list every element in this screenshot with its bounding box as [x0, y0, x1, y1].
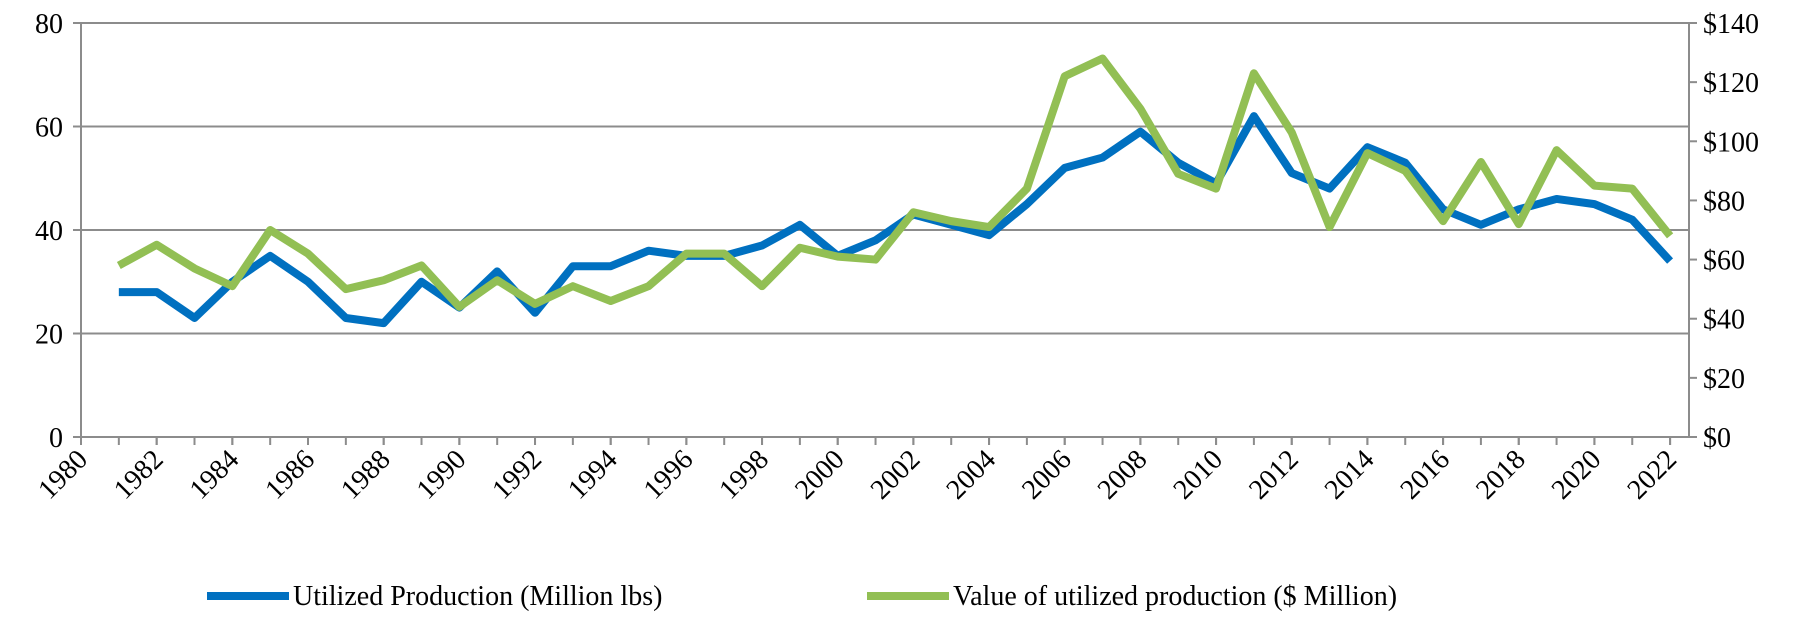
x-tick-label: 2022	[1622, 444, 1684, 506]
series-line	[118, 112, 1674, 328]
x-tick-label: 1996	[638, 444, 700, 506]
x-tick-label: 2012	[1243, 444, 1305, 506]
x-tick-label: 2014	[1319, 444, 1381, 506]
x-tick-label: 2010	[1167, 444, 1229, 506]
y2-tick-label: $0	[1703, 423, 1731, 454]
legend-label: Value of utilized production ($ Million)	[953, 581, 1397, 612]
x-tick-label: 1998	[713, 444, 775, 506]
y-tick-label: 60	[35, 113, 63, 144]
x-tick-label: 1988	[335, 444, 397, 506]
x-tick-label: 2004	[940, 444, 1002, 506]
x-tick-label: 2000	[789, 444, 851, 506]
y2-tick-label: $60	[1703, 246, 1745, 277]
series-line	[116, 54, 1674, 311]
x-tick-label: 2002	[865, 444, 927, 506]
x-tick-label: 1992	[486, 444, 548, 506]
y2-tick-label: $80	[1703, 186, 1745, 217]
y2-tick-label: $140	[1703, 9, 1759, 40]
y-tick-label: 80	[35, 9, 63, 40]
y2-tick-label: $40	[1703, 305, 1745, 336]
x-tick-label: 1982	[108, 444, 170, 506]
legend-label: Utilized Production (Million lbs)	[293, 581, 662, 612]
y2-tick-label: $120	[1703, 68, 1759, 99]
y-tick-label: 0	[49, 423, 63, 454]
y-tick-label: 40	[35, 216, 63, 247]
y2-tick-label: $20	[1703, 364, 1745, 395]
x-tick-label: 1980	[32, 444, 94, 506]
x-tick-label: 2018	[1470, 444, 1532, 506]
x-tick-label: 2016	[1395, 444, 1457, 506]
x-tick-label: 2020	[1546, 444, 1608, 506]
x-tick-label: 1994	[562, 444, 624, 506]
x-tick-label: 1984	[184, 444, 246, 506]
y-tick-label: 20	[35, 320, 63, 351]
x-tick-label: 2006	[1016, 444, 1078, 506]
x-tick-label: 2008	[1092, 444, 1154, 506]
y2-tick-label: $100	[1703, 127, 1759, 158]
x-tick-label: 1986	[259, 444, 321, 506]
x-tick-label: 1990	[411, 444, 473, 506]
